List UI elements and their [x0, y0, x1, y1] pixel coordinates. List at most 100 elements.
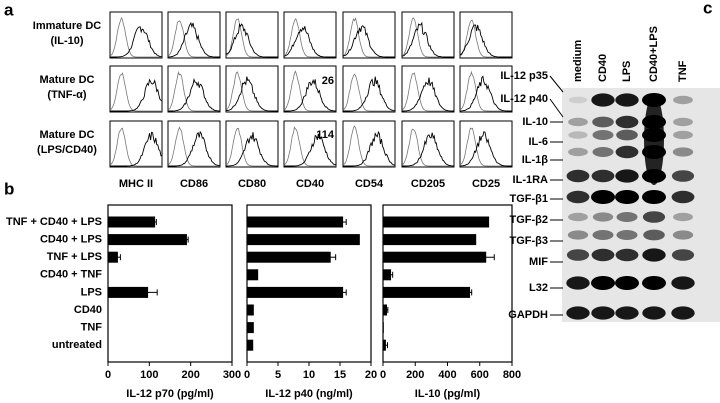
gel-band	[592, 230, 614, 240]
isotype-curve	[401, 72, 454, 112]
x-tick-label: 600	[471, 369, 489, 381]
error-bar	[153, 219, 157, 225]
category-label: LPS	[81, 286, 102, 298]
x-tick-label: 200	[406, 369, 424, 381]
row-label: Mature DC	[39, 129, 94, 141]
error-bar	[115, 254, 121, 261]
gel-band	[616, 212, 638, 222]
gel-band	[673, 130, 693, 140]
column-label: CD80	[238, 178, 266, 190]
stain-curve	[459, 24, 512, 58]
x-tick-label: 800	[503, 369, 521, 381]
band-label: IL-12 p35	[500, 70, 548, 82]
lane-label: CD40	[597, 54, 609, 82]
gel-band	[568, 131, 588, 139]
column-label: MHC II	[119, 178, 153, 190]
histogram-frame	[167, 11, 221, 59]
row-label: Mature DC	[39, 74, 94, 86]
gel-band	[615, 276, 639, 290]
stain-curve	[225, 76, 278, 112]
gel-smear	[644, 95, 664, 185]
histogram-frame	[459, 65, 513, 113]
bar	[383, 251, 487, 263]
gel-band	[615, 145, 639, 159]
plot-frame	[107, 204, 233, 363]
panel-letter: c	[703, 0, 712, 17]
stain-curve	[402, 77, 454, 112]
isotype-curve	[342, 73, 395, 112]
histogram-frame	[283, 120, 337, 168]
histogram-frame	[283, 65, 337, 113]
panel-letter: b	[4, 179, 14, 198]
histogram-frame	[342, 11, 396, 59]
stain-curve	[110, 78, 163, 112]
stain-curve	[168, 21, 220, 58]
gel-band	[615, 306, 639, 320]
stain-curve	[460, 131, 512, 167]
stain-curve	[226, 132, 278, 167]
histogram-frame	[342, 65, 396, 113]
gel-band	[615, 190, 639, 204]
isotype-curve	[283, 18, 336, 58]
gel-band	[671, 276, 695, 290]
x-tick-label: 5	[275, 369, 281, 381]
bar	[247, 251, 331, 263]
band-label: GAPDH	[508, 309, 548, 321]
column-label: CD25	[472, 178, 500, 190]
panel-letter: a	[4, 0, 14, 19]
stain-curve	[343, 76, 396, 112]
gel-band	[615, 93, 639, 107]
error-bar	[325, 254, 337, 261]
histogram-frame	[109, 120, 163, 168]
gel-band	[672, 230, 694, 240]
bar	[247, 216, 344, 228]
plot-frame	[382, 204, 513, 363]
row-label: (IL-10)	[51, 35, 84, 47]
gel-band	[671, 306, 695, 320]
band-label: L32	[529, 282, 548, 294]
bar	[247, 234, 360, 246]
band-label: TGF-β1	[510, 193, 549, 205]
stain-curve	[284, 78, 336, 112]
isotype-curve	[283, 70, 336, 112]
gel-band	[566, 249, 590, 261]
bar	[247, 339, 254, 351]
error-bar	[389, 271, 394, 278]
histogram-frame	[283, 11, 337, 59]
x-axis-label: IL-12 p40 (ng/ml)	[265, 388, 353, 400]
x-tick-label: 400	[438, 369, 456, 381]
isotype-curve	[167, 126, 220, 167]
gel-band	[671, 190, 695, 204]
stain-curve	[225, 23, 278, 58]
stain-curve	[110, 131, 163, 167]
histogram-frame	[167, 120, 221, 168]
band-label: IL-12 p40	[500, 93, 548, 105]
row-label: (TNF-α)	[47, 89, 86, 101]
x-tick-label: 100	[140, 369, 158, 381]
lane-label: CD40+LPS	[648, 26, 660, 82]
stain-curve	[402, 132, 454, 167]
lane-label: LPS	[621, 61, 633, 82]
annotation: 114	[316, 129, 335, 141]
histogram-frame	[109, 11, 163, 59]
x-tick-label: 15	[334, 369, 346, 381]
bar	[108, 286, 149, 298]
bar	[247, 286, 344, 298]
gel-band	[672, 147, 694, 157]
gel-band	[643, 229, 665, 241]
error-bar	[340, 289, 347, 296]
isotype-curve	[109, 72, 162, 112]
histogram-frame	[401, 65, 455, 113]
histogram-frame	[225, 11, 279, 59]
band-label: TGF-β3	[510, 235, 549, 247]
gel-band	[591, 276, 615, 290]
gel-band	[642, 276, 666, 290]
gel-band	[591, 169, 615, 183]
isotype-curve	[342, 17, 395, 58]
isotype-curve	[459, 19, 512, 58]
x-tick-label: 300	[223, 369, 241, 381]
category-label: CD40 + TNF	[40, 269, 102, 281]
lane-label: TNF	[677, 60, 689, 82]
stain-curve	[168, 77, 220, 112]
